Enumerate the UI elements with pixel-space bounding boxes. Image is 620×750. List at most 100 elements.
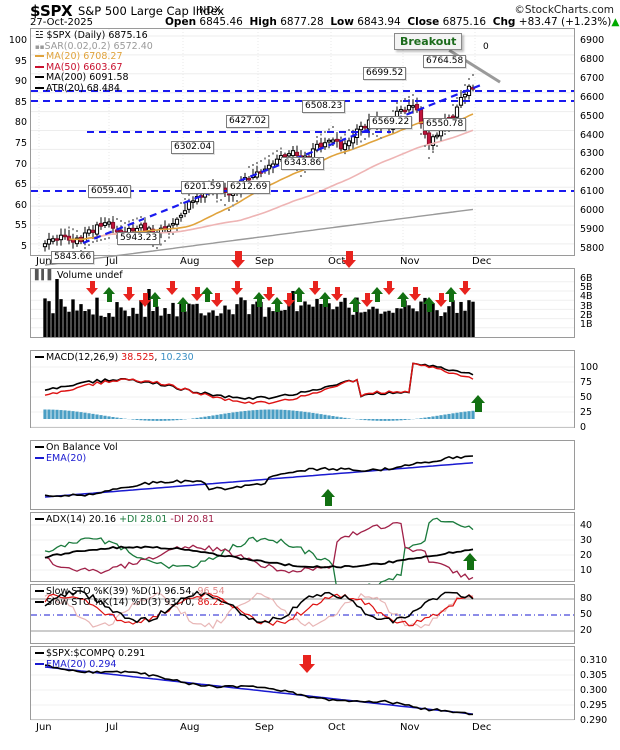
signal-arrow-down-icon xyxy=(361,293,374,308)
legend-swatch-2 xyxy=(35,55,44,57)
adx-right-tick: 20 xyxy=(580,550,593,561)
x-axis-month-label: Dec xyxy=(472,722,492,733)
price-left-tick: 95 xyxy=(14,55,27,67)
price-right-tick: 6200 xyxy=(580,167,605,179)
signal-arrow-down-icon xyxy=(263,287,276,302)
signal-arrow-down-icon xyxy=(86,281,99,296)
signal-arrow-up-icon xyxy=(463,553,478,571)
price-left-tick: 100 xyxy=(8,35,27,46)
price-level-label: 6550.78 xyxy=(423,118,467,131)
macd-legend-text: MACD(12,26,9) xyxy=(46,352,122,363)
price-level-label: 6343.86 xyxy=(281,157,325,170)
chart-header: $SPX S&P 500 Large Cap Index INDX ©Stock… xyxy=(0,0,620,28)
close-label: Close xyxy=(407,16,440,28)
sto-right-tick: 80 xyxy=(580,593,593,604)
ratio-panel[interactable]: $SPX:$COMPQ 0.291 EMA(20) 0.294 xyxy=(30,646,575,721)
volume-legend-text: Volume undef xyxy=(56,270,123,281)
macd-legend: MACD(12,26,9) 38.525, 10.230 xyxy=(35,352,194,364)
macd-right-tick: 0 xyxy=(580,422,587,433)
exchange-label: INDX xyxy=(196,5,221,16)
chg-label: Chg xyxy=(492,16,516,28)
price-right-tick: 5900 xyxy=(580,224,605,235)
legend-swatch-4 xyxy=(35,76,44,78)
x-axis-month-label: Dec xyxy=(472,256,492,267)
macd-panel[interactable]: MACD(12,26,9) 38.525, 10.230 xyxy=(30,350,575,428)
x-axis-month-label: Jul xyxy=(106,256,119,267)
low-label: Low xyxy=(330,16,354,28)
signal-arrow-up-icon xyxy=(201,287,214,302)
symbol-name: S&P 500 Large Cap Index xyxy=(78,4,225,18)
price-right-tick: 6400 xyxy=(580,129,605,141)
price-left-tick: 5 xyxy=(20,241,27,252)
close-value: 6875.16 xyxy=(442,16,487,28)
chg-up-arrow-icon: ▲ xyxy=(611,16,620,28)
macd-right-tick: 50 xyxy=(580,392,593,403)
open-value: 6845.46 xyxy=(199,16,243,28)
price-level-label: 6302.04 xyxy=(171,141,215,154)
price-legend-row-4: MA(200) 6091.58 xyxy=(35,72,153,84)
x-axis-month-label: Sep xyxy=(255,256,274,267)
volume-right-tick: 4B xyxy=(580,291,593,303)
volume-right-tick: 3B xyxy=(580,300,593,312)
price-legend-row-5: ATR(20) 68.484 xyxy=(35,83,153,95)
legend-text-0: $SPX (Daily) 6875.16 xyxy=(46,30,148,41)
adx-legend-text: ADX(14) 20.16 xyxy=(46,514,120,525)
x-axis-top: Jun Jul Aug Sep Oct Nov Dec xyxy=(30,256,575,268)
price-right-tick: 6600 xyxy=(580,91,605,103)
price-legend-row-3: MA(50) 6603.67 xyxy=(35,61,153,74)
ohlc-quote-bar: Open 6845.46 High 6877.28 Low 6843.94 Cl… xyxy=(165,16,619,28)
price-legend-row-0: ☳ $SPX (Daily) 6875.16 xyxy=(35,30,153,42)
signal-arrow-down-icon xyxy=(231,281,244,296)
ratio-right-tick: 0.295 xyxy=(580,700,608,711)
signal-arrow-down-icon xyxy=(309,281,322,296)
x-axis-month-label: Nov xyxy=(400,256,420,267)
signal-arrow-up-icon xyxy=(253,292,266,307)
legend-text-3: MA(50) 6603.67 xyxy=(46,61,123,73)
signal-arrow-down-icon xyxy=(211,293,224,308)
legend-text-2: MA(20) 6708.27 xyxy=(46,51,123,62)
signal-arrow-up-icon xyxy=(397,292,410,307)
volume-panel[interactable]: ▌▍▌ Volume undef xyxy=(30,251,575,338)
price-legend-row-1: ▪▪SAR(0.02,0.2) 6572.40 xyxy=(35,40,153,53)
price-level-label: 5943.23 xyxy=(117,232,161,245)
chg-value: +83.47 (+1.23%) xyxy=(518,16,612,28)
price-legend-row-2: MA(20) 6708.27 xyxy=(35,51,153,63)
sto2-text: Slow STO %K(14) %D(3) 93.70, xyxy=(46,596,198,608)
x-axis-month-label: Aug xyxy=(180,256,200,267)
price-right-tick: 6100 xyxy=(580,186,605,198)
price-left-tick: 70 xyxy=(14,158,27,170)
stochastics-panel[interactable]: Slow STO %K(39) %D(1) 96.54, 96.54 Slow … xyxy=(30,584,575,644)
adx-right-tick: 30 xyxy=(580,535,593,546)
price-level-label: 6764.58 xyxy=(423,55,467,68)
x-axis-month-label: Aug xyxy=(180,722,200,733)
signal-arrow-up-icon xyxy=(471,395,486,413)
signal-arrow-up-icon xyxy=(149,292,162,307)
obv-legend: On Balance Vol EMA(20) xyxy=(35,442,118,464)
price-left-tick: 90 xyxy=(14,76,27,88)
ratio-right-tick: 0.300 xyxy=(580,685,608,696)
price-level-label: 6508.23 xyxy=(302,100,346,113)
signal-arrow-down-icon xyxy=(123,287,136,302)
obv-panel[interactable]: On Balance Vol EMA(20) xyxy=(30,440,575,510)
source-text: StockCharts.com xyxy=(524,4,614,16)
x-axis-month-label: Oct xyxy=(328,722,346,733)
x-axis-month-label: Jun xyxy=(36,256,52,267)
legend-text-1: SAR(0.02,0.2) 6572.40 xyxy=(44,40,153,52)
ratio-right-tick: 0.290 xyxy=(580,715,608,726)
signal-arrow-down-icon xyxy=(409,287,422,302)
obv-legend-text: On Balance Vol xyxy=(46,442,118,453)
sto-right-tick: 50 xyxy=(580,609,593,620)
x-axis-month-label: Jun xyxy=(36,722,52,733)
x-axis-month-label: Nov xyxy=(400,722,420,733)
signal-arrow-up-icon xyxy=(177,297,190,312)
price-legend: ☳ $SPX (Daily) 6875.16 ▪▪SAR(0.02,0.2) 65… xyxy=(35,30,153,95)
adx-panel[interactable]: ADX(14) 20.16 +DI 28.01 -DI 20.81 xyxy=(30,512,575,592)
sto-right-tick: 20 xyxy=(580,625,593,636)
price-panel[interactable]: 0 ☳ $SPX (Daily) 6875.16 ▪▪SAR(0.02,0.2) … xyxy=(30,28,575,266)
signal-arrow-down-icon xyxy=(383,281,396,296)
signal-arrow-down-icon xyxy=(139,293,152,308)
legend-swatch-1: ▪▪ xyxy=(35,42,45,51)
price-left-tick: 80 xyxy=(14,117,27,129)
adx-right-tick: 40 xyxy=(580,520,593,531)
